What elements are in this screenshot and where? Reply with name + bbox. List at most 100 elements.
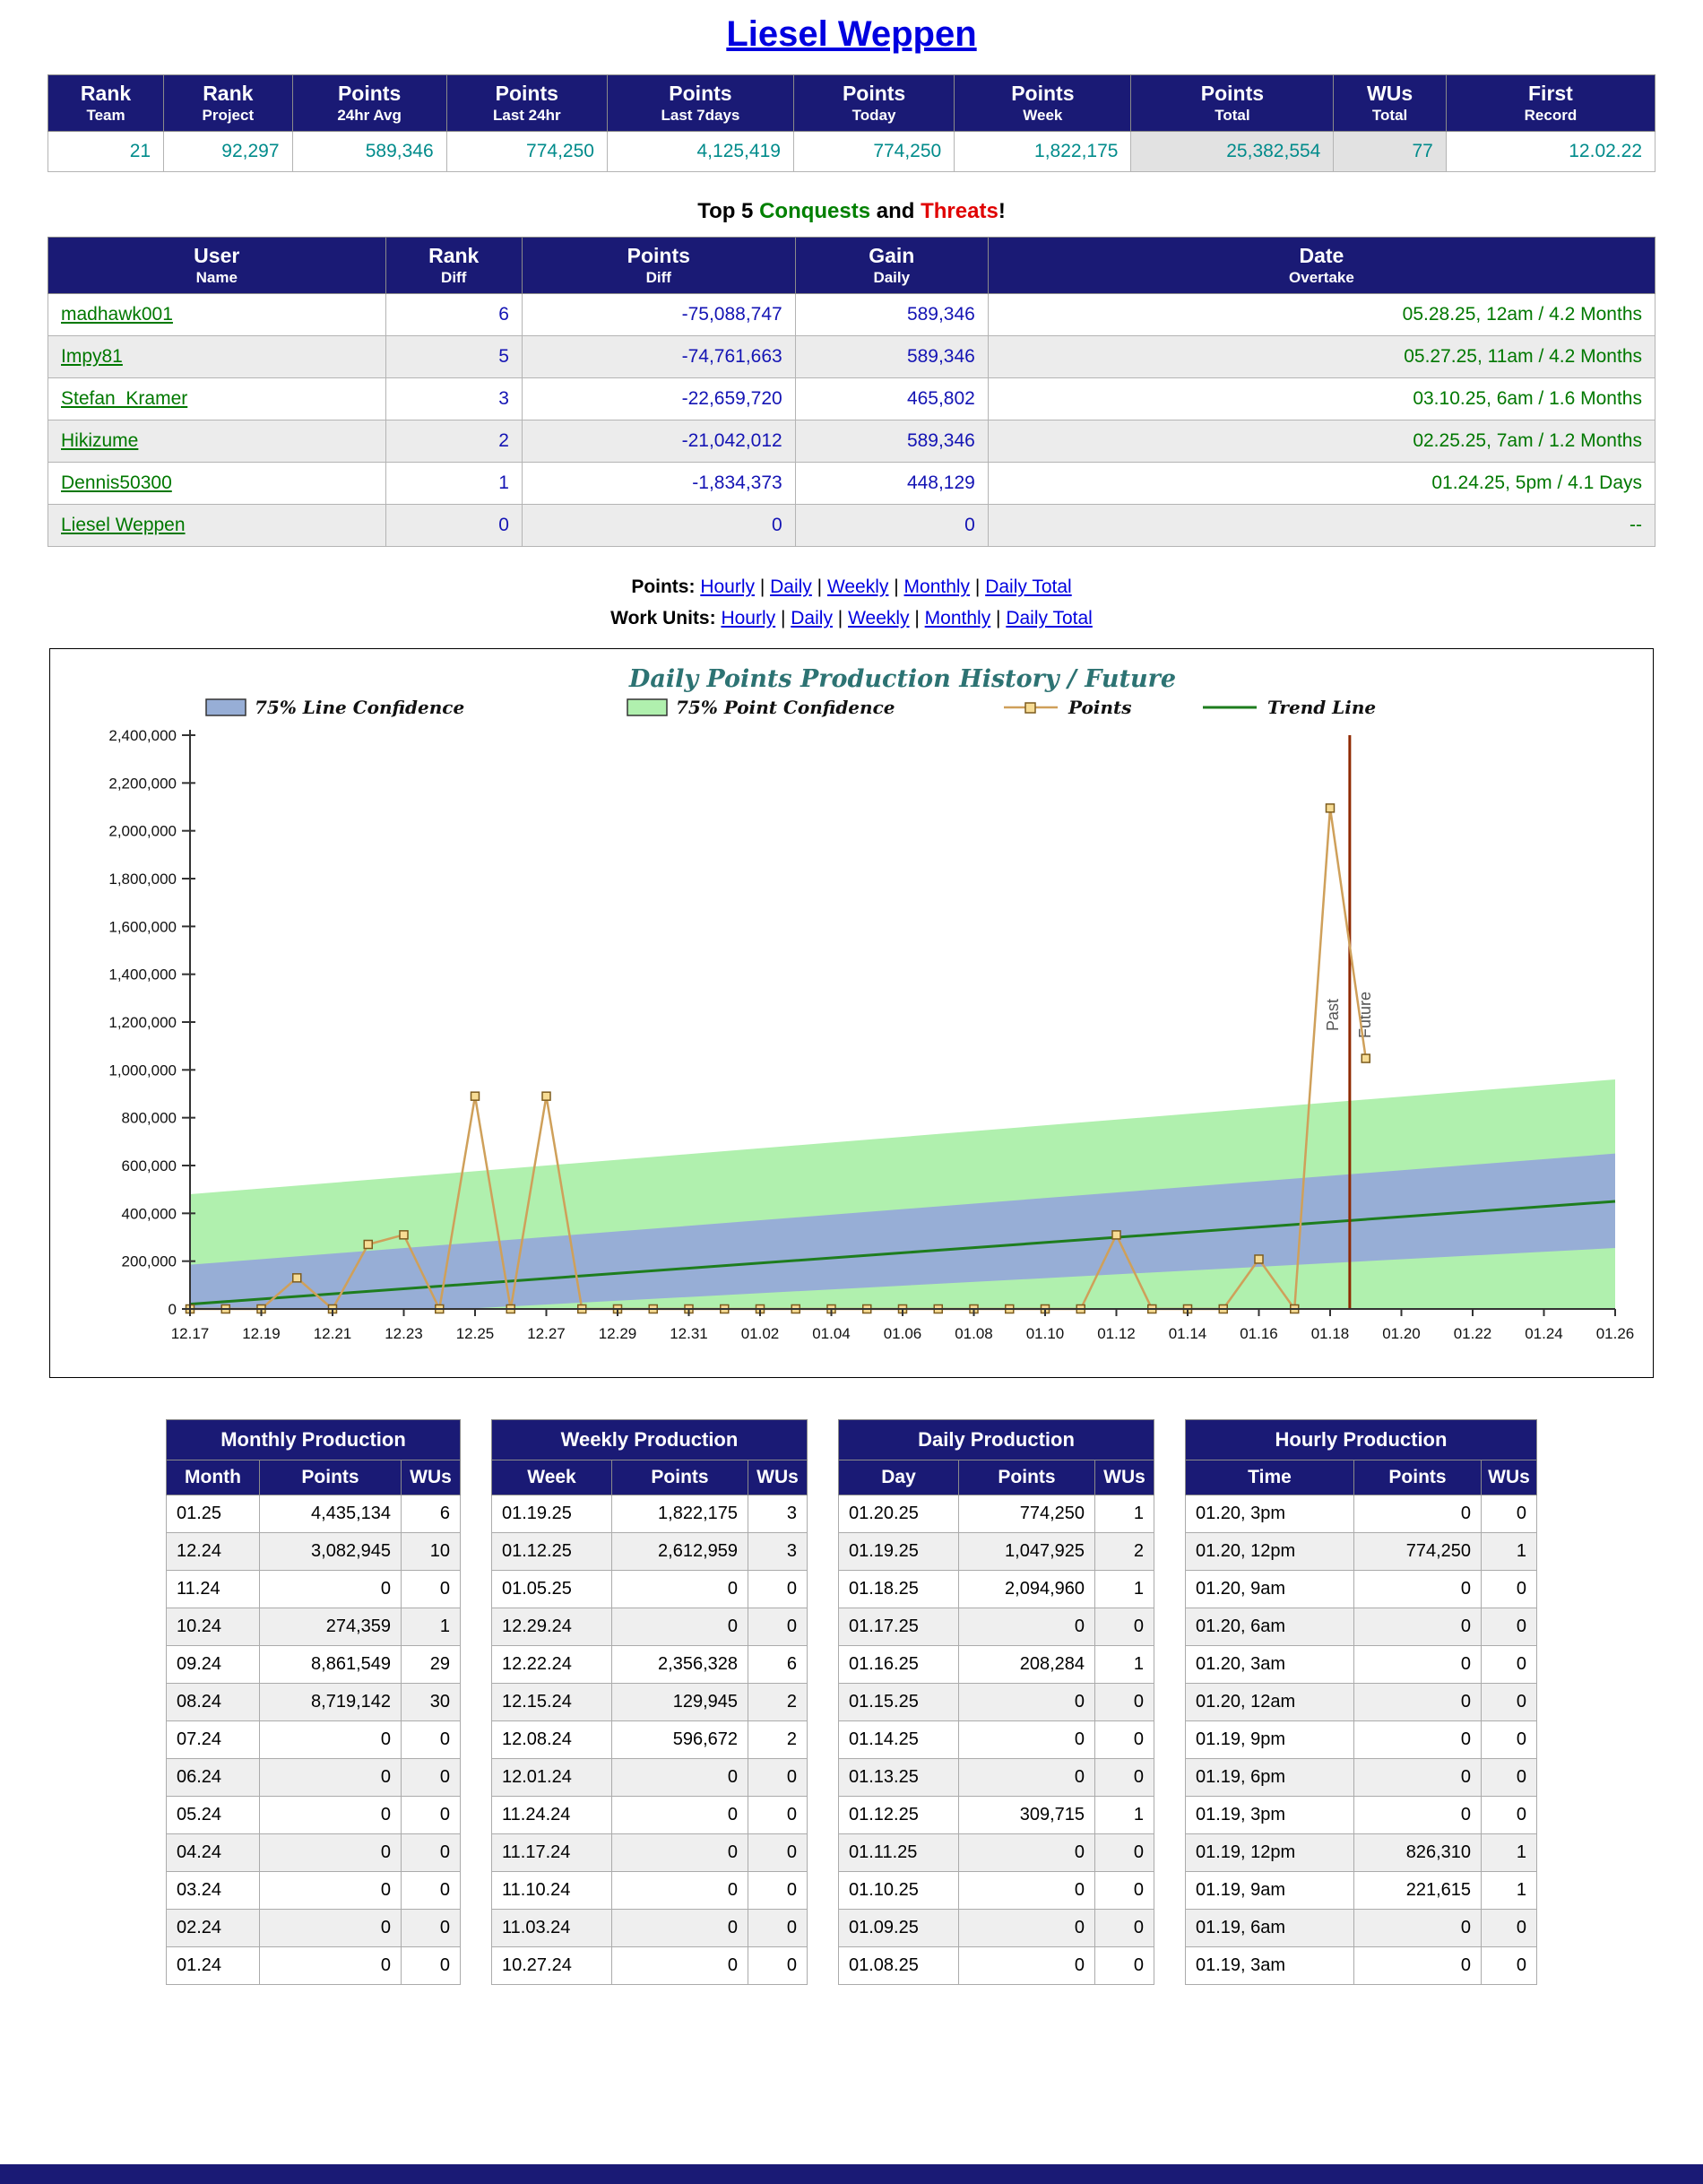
production-tables: Monthly Production Month Points WUs 01.25 4,4… xyxy=(0,1419,1703,1986)
nav-link-points-daily-total[interactable]: Daily Total xyxy=(985,576,1072,597)
summary-header-points-last-7days: Points Last 7days xyxy=(606,74,794,132)
nav-label-work-units: Work Units: xyxy=(610,607,722,628)
production-points-cell: 0 xyxy=(611,1909,748,1948)
production-data-row: 01.16.25 208,284 1 xyxy=(838,1645,1154,1685)
point-marker xyxy=(1325,803,1336,813)
production-data-row: 01.12.25 2,612,959 3 xyxy=(491,1532,808,1572)
nav-link-points-monthly[interactable]: Monthly xyxy=(903,576,971,597)
nav-link-work-units-monthly[interactable]: Monthly xyxy=(924,607,991,628)
production-key-cell: 01.19, 3am xyxy=(1185,1946,1354,1986)
production-wus-cell: 0 xyxy=(1094,1683,1154,1722)
production-data-row: 01.25 4,435,134 6 xyxy=(166,1495,461,1534)
summary-header-label: WUs xyxy=(1367,82,1413,105)
production-data-row: 09.24 8,861,549 29 xyxy=(166,1645,461,1685)
production-data-row: 01.12.25 309,715 1 xyxy=(838,1796,1154,1835)
production-key-cell: 01.19, 9pm xyxy=(1185,1720,1354,1760)
production-points-cell: 4,435,134 xyxy=(259,1495,402,1534)
production-key-cell: 10.27.24 xyxy=(491,1946,612,1986)
production-title-monthly-production: Monthly Production xyxy=(166,1419,461,1461)
stats-page: Liesel Weppen Rank Team Rank Project Points 2… xyxy=(0,14,1703,1986)
production-wus-cell: 0 xyxy=(1094,1608,1154,1647)
production-wus-cell: 1 xyxy=(1094,1796,1154,1835)
conquest-date-overtake: 05.28.25, 12am / 4.2 Months xyxy=(987,292,1656,336)
summary-value-points-week: 1,822,175 xyxy=(954,130,1132,172)
conquest-header-label: Rank xyxy=(428,243,480,267)
production-points-cell: 0 xyxy=(611,1833,748,1873)
nav-link-points-weekly[interactable]: Weekly xyxy=(826,576,889,597)
production-key-cell: 11.10.24 xyxy=(491,1871,612,1911)
production-points-cell: 0 xyxy=(259,1871,402,1911)
nav-link-points-daily[interactable]: Daily xyxy=(770,576,812,597)
production-key-cell: 01.05.25 xyxy=(491,1570,612,1609)
production-key-cell: 01.25 xyxy=(166,1495,260,1534)
production-points-cell: 0 xyxy=(958,1758,1095,1798)
production-data-row: 01.10.25 0 0 xyxy=(838,1871,1154,1911)
summary-header-sublabel: Last 24hr xyxy=(493,106,561,124)
conquest-user-link[interactable]: Stefan_Kramer xyxy=(61,387,188,409)
y-tick-label: 600,000 xyxy=(122,1157,177,1174)
production-col-weekly-production-week: Week xyxy=(491,1460,612,1496)
production-wus-cell: 0 xyxy=(1481,1570,1537,1609)
production-wus-cell: 0 xyxy=(748,1758,808,1798)
production-points-cell: 129,945 xyxy=(611,1683,748,1722)
y-tick-label: 400,000 xyxy=(122,1206,177,1223)
summary-value-points-last-24hr: 774,250 xyxy=(445,130,608,172)
production-data-row: 01.09.25 0 0 xyxy=(838,1909,1154,1948)
conquest-user-link[interactable]: Hikizume xyxy=(61,429,139,451)
conquest-rank-diff: 5 xyxy=(385,334,523,378)
production-key-cell: 01.19.25 xyxy=(838,1532,959,1572)
production-data-row: 01.19, 6pm 0 0 xyxy=(1185,1758,1537,1798)
production-wus-cell: 0 xyxy=(1094,1909,1154,1948)
legend-line-confidence-label: 75% Line Confidence xyxy=(255,697,464,718)
production-data-row: 01.14.25 0 0 xyxy=(838,1720,1154,1760)
production-wus-cell: 1 xyxy=(1481,1532,1537,1572)
conquest-header-sublabel: Overtake xyxy=(1289,268,1354,286)
user-title-link[interactable]: Liesel Weppen xyxy=(726,14,977,54)
summary-value-points-24hr-avg: 589,346 xyxy=(291,130,447,172)
production-data-row: 01.13.25 0 0 xyxy=(838,1758,1154,1798)
production-wus-cell: 0 xyxy=(401,1720,461,1760)
nav-link-work-units-hourly[interactable]: Hourly xyxy=(721,607,776,628)
production-data-row: 01.20, 12pm 774,250 1 xyxy=(1185,1532,1537,1572)
summary-header-rank-team: Rank Team xyxy=(47,74,165,132)
conquest-points-diff: -22,659,720 xyxy=(521,377,796,420)
production-wus-cell: 0 xyxy=(1481,1683,1537,1722)
production-data-row: 11.10.24 0 0 xyxy=(491,1871,808,1911)
conquest-date-overtake: 01.24.25, 5pm / 4.1 Days xyxy=(987,461,1656,505)
summary-header-label: Points xyxy=(495,82,558,105)
production-key-cell: 02.24 xyxy=(166,1909,260,1948)
y-tick-label: 1,800,000 xyxy=(108,871,177,888)
nav-separator: | xyxy=(990,607,1007,628)
x-tick-label: 12.31 xyxy=(670,1325,708,1342)
heading-part: Threats xyxy=(921,198,998,223)
conquest-user-link[interactable]: Dennis50300 xyxy=(61,472,172,493)
nav-link-points-hourly[interactable]: Hourly xyxy=(700,576,755,597)
production-header-row: Week Points WUs xyxy=(491,1460,808,1496)
y-tick-label: 800,000 xyxy=(122,1110,177,1127)
nav-link-work-units-weekly[interactable]: Weekly xyxy=(848,607,910,628)
nav-separator: | xyxy=(909,607,925,628)
nav-line-points: Points: Hourly | Daily | Weekly | Monthl… xyxy=(0,572,1703,603)
production-data-row: 01.19, 6am 0 0 xyxy=(1185,1909,1537,1948)
nav-link-work-units-daily-total[interactable]: Daily Total xyxy=(1006,607,1093,628)
conquest-user-link[interactable]: madhawk001 xyxy=(61,303,173,325)
conquest-row-stefan-kramer: Stefan_Kramer 3 -22,659,720 465,802 03.10.25… xyxy=(48,377,1656,420)
x-tick-label: 01.08 xyxy=(955,1325,993,1342)
production-wus-cell: 0 xyxy=(748,1570,808,1609)
conquest-user-link[interactable]: Liesel Weppen xyxy=(61,514,186,535)
nav-link-work-units-daily[interactable]: Daily xyxy=(791,607,833,628)
nav-separator: | xyxy=(832,607,849,628)
production-table-monthly-production: Monthly Production Month Points WUs 01.25 4,4… xyxy=(166,1419,461,1986)
production-points-cell: 0 xyxy=(259,1720,402,1760)
conquest-points-diff: -1,834,373 xyxy=(521,461,796,505)
conquest-points-diff: -75,088,747 xyxy=(521,292,796,336)
production-wus-cell: 0 xyxy=(401,1946,461,1986)
production-points-cell: 0 xyxy=(958,1833,1095,1873)
summary-value-wus-total: 77 xyxy=(1333,130,1447,172)
production-key-cell: 11.24.24 xyxy=(491,1796,612,1835)
conquest-header-label: Points xyxy=(627,243,690,267)
conquest-user-link[interactable]: Impy81 xyxy=(61,345,123,367)
summary-header-points-week: Points Week xyxy=(954,74,1132,132)
production-key-cell: 01.10.25 xyxy=(838,1871,959,1911)
production-data-row: 01.11.25 0 0 xyxy=(838,1833,1154,1873)
